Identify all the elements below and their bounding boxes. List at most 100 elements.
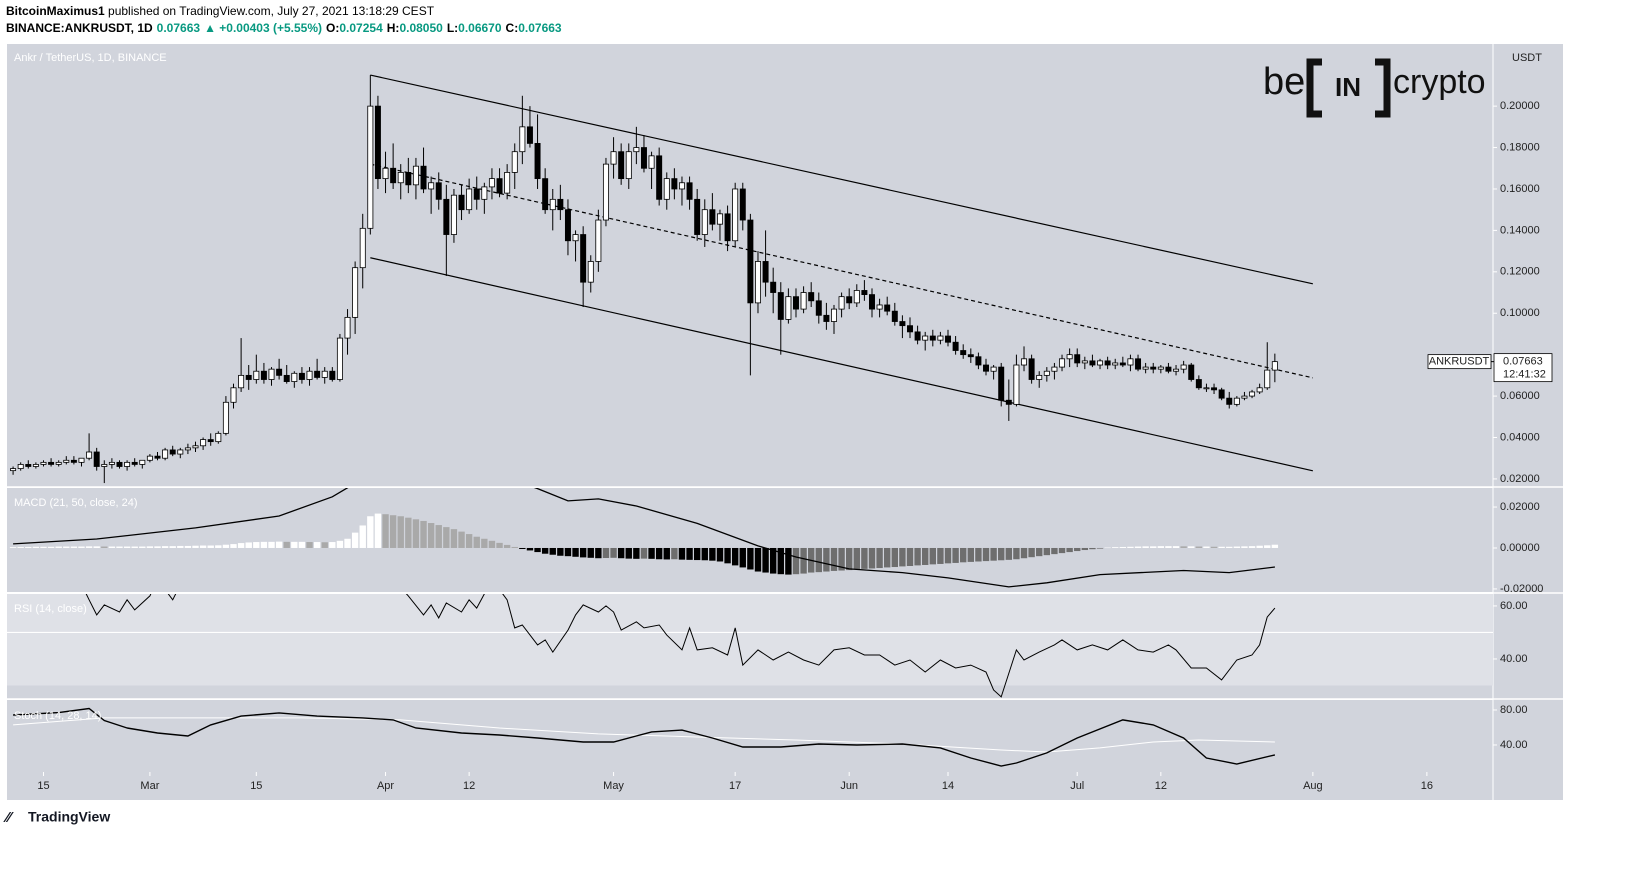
candle-body [694,198,701,235]
macd-bar [1203,546,1210,548]
macd-bar [785,547,792,575]
macd-bar [70,546,78,548]
candle-body [1173,368,1180,372]
candle-body [891,310,898,322]
macd-bar [602,547,610,559]
candle-body [716,213,723,225]
y-tick-label: 60.00 [1500,600,1528,612]
axes: 0.02000 0.04000 0.06000 0.10000 0.12000 0.140… [7,100,1563,792]
macd-bar [579,547,587,558]
macd-bar [929,547,936,565]
macd-bar [1074,547,1081,552]
macd-bar [747,547,754,570]
macd-bar [1188,546,1195,548]
macd-bar [1066,547,1073,553]
macd-bar [769,547,777,574]
y-tick-label: 0.02000 [1500,501,1540,513]
candle-body [215,432,222,443]
candle-body [314,370,321,378]
candle-body [1043,370,1050,376]
macd-bar [982,547,990,562]
macd-bar [724,547,731,564]
macd-bar [595,547,602,559]
candle-body [17,464,24,469]
macd-bar [427,523,435,548]
macd-bar [139,546,146,548]
candle-body [587,261,594,283]
macd-bar [792,547,800,575]
macd-bar [503,544,511,548]
macd-bar [1150,546,1157,548]
macd-bar [9,547,17,548]
change: ▲ +0.00403 (+5.55%) [204,21,322,35]
logo-left: be [1263,61,1305,103]
candle-body [595,219,602,262]
low-label: L: [447,21,458,35]
candle-body [945,335,951,343]
macd-bar [967,547,975,562]
macd-bar [1241,546,1248,548]
stoch-plot [13,707,1276,767]
macd-bar [549,547,556,555]
macd-bar [1058,547,1066,554]
x-tick-label: 15 [250,780,262,792]
candle-body [1150,366,1157,370]
candle-body [481,186,488,200]
channel-line [370,163,1313,379]
y-tick-label: 0.00000 [1500,542,1540,554]
candle-body [633,147,640,153]
macd-bar [511,546,518,548]
y-tick-label: 40.00 [1500,739,1528,751]
macd-bar [990,547,997,561]
y-tick-label: 80.00 [1500,704,1528,716]
time-axis [7,772,1493,800]
macd-bar [914,547,921,566]
footer: ⁄⁄ TradingView [3,809,110,826]
y-tick-label: 0.02000 [1500,473,1540,485]
macd-bar [108,546,116,548]
macd-bar [382,514,389,548]
macd-bar [245,542,252,548]
macd-bar [975,547,982,562]
macd-bar [1013,547,1020,560]
macd-bar [359,525,366,548]
candle-body [678,182,685,190]
candle-body [846,296,853,304]
candle-body [1233,397,1240,405]
candle-body [610,151,617,165]
candle-body [777,292,784,320]
candle-body [443,198,450,235]
logo-bracket [1375,58,1391,118]
macd-bar [526,547,534,551]
open-label: O: [326,21,339,35]
candle-body [276,368,283,376]
macd-bar [846,547,853,571]
candle-body [55,461,62,465]
candle-body [192,445,199,449]
candle-body [1211,387,1218,391]
high-label: H: [387,21,400,35]
macd-bar [899,547,906,567]
candle-body [162,449,169,459]
macd-bar [55,546,62,548]
candle-body [747,219,754,304]
macd-bar [199,545,207,548]
macd-bar [1112,547,1119,548]
macd-bar [960,547,967,563]
macd-bar [1271,544,1279,548]
price: 0.07663 [157,21,201,35]
candle-body [466,188,473,211]
rsi-line [85,594,1276,698]
macd-bar [306,542,313,548]
macd-bar [321,542,328,548]
macd-bar [405,517,412,548]
candle-body [815,300,822,316]
macd-bar [564,547,572,557]
macd-bar [123,546,131,548]
candle-body [32,464,39,467]
candle-body [793,296,799,310]
macd-bar [169,546,176,548]
candle-body [504,172,511,194]
